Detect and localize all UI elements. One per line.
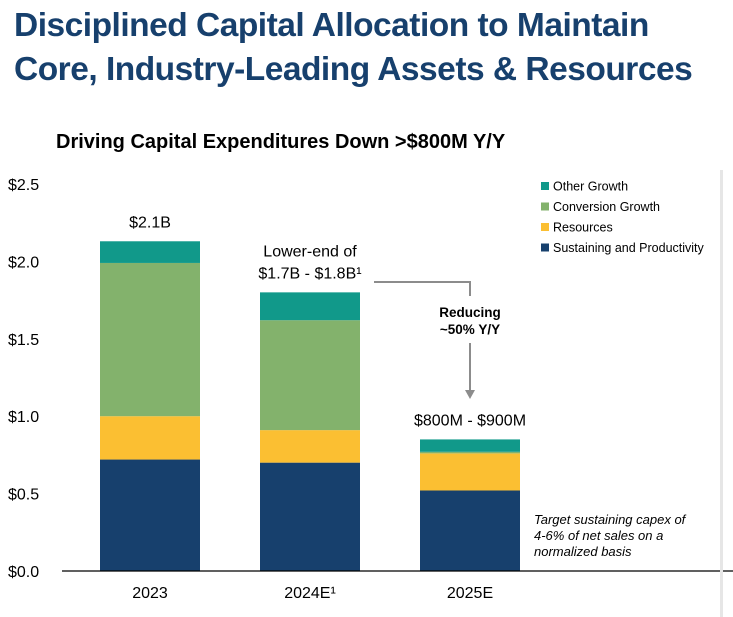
- bar-segment-sustaining-and-productivity: [100, 459, 200, 571]
- x-tick-label: 2024E¹: [284, 585, 336, 602]
- page-title-line2: Core, Industry-Leading Assets & Resource…: [14, 51, 693, 88]
- bar-segment-other-growth: [260, 292, 360, 321]
- y-tick-label: $0.5: [8, 487, 39, 504]
- reduction-bracket-line: [374, 281, 471, 296]
- bar-segment-sustaining-and-productivity: [260, 462, 360, 571]
- reduction-annotation: Reducing ~50% Y/Y: [374, 281, 501, 399]
- x-tick-label: 2025E: [447, 585, 493, 602]
- x-axis-labels: 2023 2024E¹ 2025E: [132, 585, 493, 602]
- bar-segment-resources: [260, 430, 360, 463]
- page-title-line1: Disciplined Capital Allocation to Mainta…: [14, 7, 649, 44]
- chart-title: Driving Capital Expenditures Down >$800M…: [56, 131, 506, 153]
- page-title: Disciplined Capital Allocation to Mainta…: [14, 4, 729, 92]
- bar-total-label: $2.1B: [129, 214, 171, 231]
- bar-total-label: $800M - $900M: [414, 412, 526, 429]
- bar-segment-conversion-growth: [100, 262, 200, 417]
- footnote-annotation: Target sustaining capex of 4-6% of net sa…: [534, 512, 687, 559]
- y-tick-label: $2.0: [8, 254, 39, 271]
- legend-swatch-resources: [541, 223, 549, 231]
- bar-segment-resources: [420, 453, 520, 491]
- y-axis-labels: $0.0 $0.5 $1.0 $1.5 $2.0 $2.5: [8, 177, 39, 581]
- x-tick-label: 2023: [132, 585, 168, 602]
- bar-segment-sustaining-and-productivity: [420, 490, 520, 571]
- bar-segment-conversion-growth: [420, 451, 520, 454]
- legend-swatch-sustaining-and-productivity: [541, 243, 549, 252]
- bar-total-label: Lower-end of $1.7B - $1.8B¹: [258, 243, 361, 282]
- y-tick-label: $1.0: [8, 409, 39, 426]
- bar-total-labels: $2.1B Lower-end of $1.7B - $1.8B¹ $800M - $…: [129, 214, 526, 429]
- reduction-label: Reducing ~50% Y/Y: [439, 305, 501, 337]
- legend-label: Resources: [553, 221, 613, 235]
- stacked-bars: [100, 241, 520, 571]
- legend-label: Sustaining and Productivity: [553, 241, 705, 255]
- legend-swatch-other-growth: [541, 182, 549, 190]
- legend-swatch-conversion-growth: [541, 202, 549, 211]
- reduction-arrow-head: [465, 390, 475, 399]
- y-tick-label: $2.5: [8, 177, 39, 194]
- bar-segment-conversion-growth: [260, 320, 360, 431]
- bar-segment-other-growth: [420, 439, 520, 452]
- y-tick-label: $0.0: [8, 564, 39, 581]
- legend: Other Growth Conversion Growth Resources Su…: [541, 180, 705, 255]
- legend-label: Conversion Growth: [553, 200, 660, 214]
- bar-segment-other-growth: [100, 241, 200, 263]
- y-tick-label: $1.5: [8, 332, 39, 349]
- footnote-label: Target sustaining capex of 4-6% of net sa…: [534, 512, 687, 559]
- legend-label: Other Growth: [553, 180, 628, 194]
- slide-edge-divider: [720, 170, 723, 617]
- bar-segment-resources: [100, 416, 200, 460]
